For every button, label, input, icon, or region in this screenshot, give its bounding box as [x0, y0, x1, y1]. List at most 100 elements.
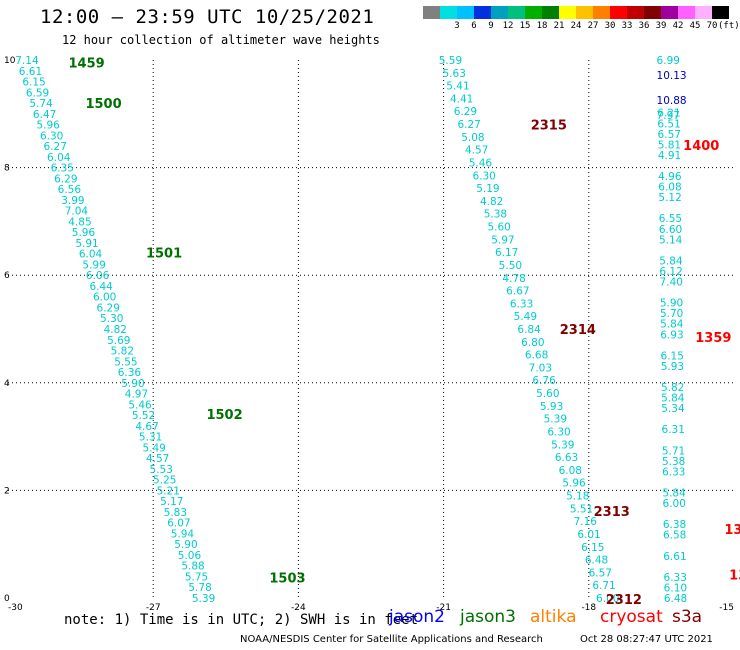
wave-height-label: 4.91	[658, 150, 681, 162]
wave-height-label: 6.00	[93, 292, 116, 304]
colorbar-tick-label: 3	[454, 21, 460, 31]
wave-height-label: 5.63	[443, 68, 466, 80]
colorbar-tick-label: 42	[672, 21, 684, 31]
wave-height-label: 5.90	[121, 378, 144, 390]
wave-height-label: 5.90	[174, 539, 197, 551]
x-tick-label: -24	[291, 603, 306, 613]
x-tick-label: -21	[436, 603, 451, 613]
colorbar-swatch	[457, 6, 474, 19]
wave-height-label: 6.57	[658, 129, 681, 141]
wave-height-label: 6.55	[659, 213, 682, 225]
wave-height-label: 6.00	[596, 593, 619, 605]
wave-height-label: 6.63	[555, 452, 578, 464]
colorbar-tick-label: 15	[519, 21, 531, 31]
wave-height-label: 5.12	[658, 192, 681, 204]
wave-height-label: 5.30	[100, 313, 123, 325]
wave-height-label: 5.94	[171, 528, 195, 540]
note-text: note: 1) Time is in UTC; 2) SWH is in fe…	[64, 612, 419, 628]
wave-height-label: 5.60	[536, 388, 559, 400]
wave-height-label: 6.59	[26, 87, 49, 99]
wave-height-label: 7.97	[657, 110, 680, 122]
wave-height-label: 4.85	[68, 216, 91, 228]
footer-credit: NOAA/NESDIS Center for Satellite Applica…	[240, 634, 543, 645]
wave-height-label: 6.47	[33, 109, 56, 121]
wave-height-label: 5.93	[661, 361, 684, 373]
satellite-s3a: s3a	[672, 607, 703, 627]
wave-height-label: 6.67	[506, 286, 529, 298]
x-tick-label: -18	[581, 603, 596, 613]
wave-height-label: 4.82	[104, 324, 127, 336]
wave-height-label: 5.69	[107, 335, 130, 347]
colorbar-swatch	[576, 6, 593, 19]
colorbar-tick-label: 70	[706, 21, 718, 31]
wave-height-label: 6.04	[79, 249, 103, 261]
wave-height-label: 5.39	[544, 414, 567, 426]
wave-height-label: 6.27	[457, 119, 480, 131]
wave-height-label: 6.29	[97, 302, 120, 314]
wave-height-label: 5.84	[662, 488, 686, 500]
wave-height-label: 6.56	[58, 184, 82, 196]
time-label: 1503	[269, 572, 305, 587]
wave-height-label: 5.75	[185, 571, 208, 583]
wave-height-label: 3.99	[61, 195, 84, 207]
wave-height-label: 5.55	[114, 356, 137, 368]
colorbar-swatch	[542, 6, 559, 19]
colorbar-swatch	[508, 6, 525, 19]
wave-height-label: 5.71	[662, 445, 685, 457]
wave-height-label: 5.70	[660, 308, 683, 320]
colorbar-swatch	[712, 6, 729, 19]
colorbar-swatch	[695, 6, 712, 19]
time-label: 1358	[724, 523, 740, 538]
wave-height-label: 5.96	[36, 120, 60, 132]
colorbar-tick-label: 12	[502, 21, 514, 31]
colorbar-tick-label: 21	[553, 21, 565, 31]
x-tick-label: -30	[8, 603, 23, 613]
x-tick-label: -15	[719, 603, 734, 613]
wave-height-label: 6.15	[581, 542, 604, 554]
wave-height-label: 5.60	[487, 222, 510, 234]
y-tick-label: 4	[4, 379, 10, 389]
wave-height-label: 7.14	[15, 55, 39, 67]
wave-height-label: 4.57	[146, 453, 169, 465]
colorbar-swatch	[423, 6, 440, 19]
wave-height-label: 6.33	[664, 572, 687, 584]
wave-height-label: 4.41	[450, 93, 473, 105]
wave-height-label: 7.04	[65, 206, 89, 218]
wave-height-label: 5.81	[658, 139, 681, 151]
colorbar-tick-label: 6	[471, 21, 477, 31]
wave-height-label: 6.80	[521, 337, 544, 349]
wave-height-label: 5.49	[514, 311, 537, 323]
wave-height-label: 4.96	[658, 171, 682, 183]
wave-height-label: 6.61	[19, 66, 42, 78]
wave-height-label: 5.34	[661, 403, 685, 415]
time-label: 1502	[206, 408, 242, 423]
wave-height-label: 6.51	[657, 118, 680, 130]
y-tick-label: 6	[4, 271, 10, 281]
wave-height-label: 5.31	[139, 432, 162, 444]
y-tick-label: 8	[4, 164, 10, 174]
wave-height-label: 10.13	[657, 70, 687, 82]
time-label: 2312	[606, 593, 642, 608]
wave-height-label: 6.33	[510, 298, 533, 310]
wave-height-label: 5.17	[160, 496, 183, 508]
wave-height-label: 4.78	[502, 273, 525, 285]
wave-height-label: 6.58	[663, 530, 686, 542]
wave-height-label: 6.21	[657, 108, 680, 120]
wave-height-label: 6.33	[662, 466, 685, 478]
wave-height-label: 7.03	[529, 362, 552, 374]
wave-height-label: 5.82	[661, 382, 684, 394]
wave-height-label: 6.60	[659, 224, 682, 236]
wave-height-label: 5.46	[469, 157, 493, 169]
satellite-cryosat: cryosat	[600, 607, 663, 627]
wave-height-label: 6.84	[517, 324, 541, 336]
colorbar-tick-label: 18	[536, 21, 548, 31]
wave-height-label: 10.88	[657, 95, 687, 107]
wave-height-label: 7.40	[660, 277, 683, 289]
wave-height-label: 6.29	[54, 173, 77, 185]
wave-height-label: 5.41	[446, 81, 469, 93]
y-tick-label: 2	[4, 486, 10, 496]
wave-height-label: 5.78	[188, 582, 211, 594]
wave-height-label: 6.17	[495, 247, 518, 259]
time-label: 2315	[531, 119, 567, 134]
colorbar-swatch	[627, 6, 644, 19]
